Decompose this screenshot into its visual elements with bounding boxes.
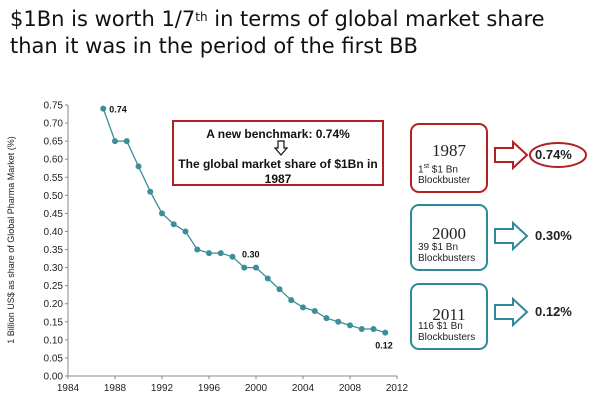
data-point <box>264 275 271 282</box>
data-label: 0.30 <box>242 250 260 260</box>
x-tick-label: 2008 <box>339 383 362 394</box>
yearbox-1987: 1987 1st $1 Bn Blockbuster <box>410 123 488 193</box>
data-point <box>358 326 365 333</box>
data-point <box>147 188 154 195</box>
x-tick-label: 2012 <box>386 383 409 394</box>
yearbox-2011: 2011 116 $1 Bn Blockbusters <box>410 283 488 350</box>
right-arrow-icon <box>494 140 529 170</box>
series-points <box>100 105 389 336</box>
data-point <box>253 264 259 271</box>
data-point <box>182 228 189 235</box>
data-point <box>206 250 212 257</box>
title-pre: $1Bn is worth 1/7 <box>10 7 196 31</box>
title-post: in terms of global market share than it … <box>10 7 545 58</box>
right-arrow-icon <box>494 221 529 251</box>
y-tick-label: 0.45 <box>44 209 64 220</box>
data-point <box>300 304 306 311</box>
share-2000: 0.30% <box>535 228 572 243</box>
data-point <box>194 246 201 253</box>
x-tick-label: 1992 <box>151 383 174 394</box>
y-tick-label: 0.05 <box>44 353 64 364</box>
data-point <box>370 326 377 333</box>
y-tick-label: 0.00 <box>44 372 64 383</box>
data-point <box>123 138 130 145</box>
x-tick-label: 1988 <box>104 383 127 394</box>
chart-ticks: 0.00 0.05 0.10 0.15 0.20 0.25 0.30 0.35 0.40 0.45… <box>44 101 409 395</box>
data-point <box>335 318 342 325</box>
benchmark-note: A new benchmark: 0.74% The global market… <box>172 120 384 186</box>
right-arrow-icon <box>494 297 529 327</box>
yearbox-2000: 2000 39 $1 Bn Blockbusters <box>410 204 488 271</box>
y-tick-label: 0.20 <box>44 299 64 310</box>
yearbox-year: 1987 <box>432 141 466 160</box>
yearbox-subtitle: 116 $1 Bn Blockbusters <box>418 321 476 343</box>
data-point <box>100 105 107 112</box>
data-label: 0.12 <box>375 341 393 351</box>
y-tick-label: 0.15 <box>44 317 64 328</box>
x-tick-label: 2004 <box>292 383 315 394</box>
yearbox-subtitle: 39 $1 Bn Blockbusters <box>418 242 476 264</box>
y-tick-label: 0.70 <box>44 119 64 130</box>
data-point <box>241 264 248 271</box>
data-point <box>229 253 236 260</box>
y-tick-label: 0.75 <box>44 101 64 112</box>
y-tick-label: 0.40 <box>44 227 64 238</box>
data-point <box>112 138 118 145</box>
y-tick-label: 0.10 <box>44 335 64 346</box>
data-point <box>276 286 283 293</box>
share-2011: 0.12% <box>535 304 572 319</box>
y-tick-label: 0.30 <box>44 263 64 274</box>
y-tick-label: 0.50 <box>44 191 64 202</box>
yearbox-year: 2000 <box>432 224 466 243</box>
y-tick-label: 0.65 <box>44 137 64 148</box>
data-point <box>288 297 295 304</box>
share-1987: 0.74% <box>535 147 572 162</box>
data-point <box>382 329 389 336</box>
x-tick-label: 1984 <box>57 383 80 394</box>
y-tick-label: 0.35 <box>44 245 64 256</box>
y-tick-label: 0.60 <box>44 155 64 166</box>
yearbox-subtitle: 1st $1 Bn Blockbuster <box>418 162 471 186</box>
data-point <box>311 307 318 314</box>
data-point <box>323 315 330 322</box>
down-arrow-icon <box>274 140 288 156</box>
x-tick-label: 1996 <box>198 383 221 394</box>
y-tick-label: 0.55 <box>44 173 64 184</box>
note-line1: A new benchmark: 0.74% <box>206 127 350 141</box>
data-point <box>159 210 165 217</box>
data-point <box>217 250 224 257</box>
yearbox-year: 2011 <box>432 305 466 324</box>
page-title: $1Bn is worth 1/7th in terms of global m… <box>10 6 590 60</box>
data-point <box>170 221 177 228</box>
highlight-ellipse <box>529 142 587 168</box>
chart-annotations: 0.74 0.30 0.12 <box>109 105 393 351</box>
y-tick-label: 0.25 <box>44 281 64 292</box>
x-tick-label: 2000 <box>245 383 268 394</box>
data-label: 0.74 <box>109 105 127 115</box>
chart-axes <box>67 105 397 377</box>
data-point <box>135 163 142 170</box>
y-axis-label: 1 Billion US$ as share of Global Pharma … <box>6 136 16 344</box>
title-sup: th <box>195 10 208 24</box>
note-line2: The global market share of $1Bn in 1987 <box>178 157 378 186</box>
data-point <box>347 322 353 329</box>
